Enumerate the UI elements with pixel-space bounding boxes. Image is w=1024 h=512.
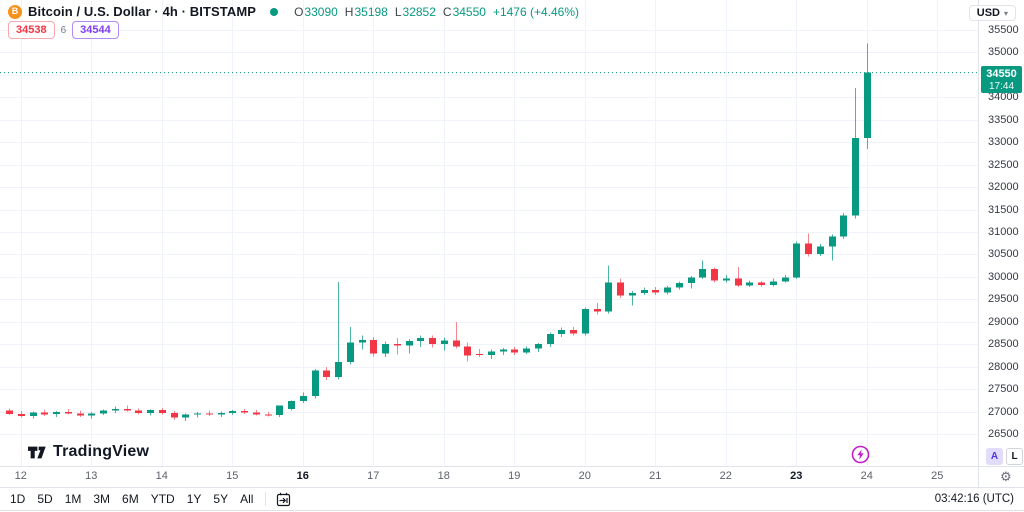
bar-countdown: 17:44 [988, 80, 1015, 92]
go-to-date-button[interactable] [272, 491, 295, 508]
range-button-5y[interactable]: 5Y [213, 492, 229, 506]
ohlc-values: O 33090 H 35198 L 32852 C 34550 +1476 (+4.46… [294, 5, 579, 19]
settings-gear-icon[interactable]: ⚙ [1000, 470, 1012, 485]
session-clock[interactable]: 03:42:16 (UTC) [934, 493, 1014, 505]
range-button-1m[interactable]: 1M [64, 492, 82, 506]
time-tick-label: 20 [578, 470, 591, 482]
price-tick-label: 29500 [988, 293, 1019, 306]
close-label: C [442, 4, 452, 19]
log-scale-button[interactable]: L [1006, 448, 1023, 465]
close-value: 34550 [452, 4, 486, 19]
range-button-6m[interactable]: 6M [122, 492, 139, 506]
market-status-icon[interactable] [270, 7, 279, 16]
currency-dropdown[interactable]: USD ▾ [968, 5, 1016, 21]
calendar-icon [277, 492, 291, 506]
open-label: O [294, 4, 304, 19]
time-tick-label: 16 [296, 470, 309, 482]
toolbar-divider [265, 492, 267, 506]
range-button-3m[interactable]: 3M [93, 492, 111, 506]
symbol-header: B Bitcoin / U.S. Dollar · 4h · BITSTAMP … [8, 4, 579, 19]
open-value: 33090 [304, 4, 338, 19]
range-button-ytd[interactable]: YTD [150, 492, 175, 506]
high-value: 35198 [354, 4, 388, 19]
time-tick-label: 23 [790, 470, 803, 482]
bitcoin-icon: B [8, 4, 22, 19]
scale-buttons: A L [986, 448, 1023, 465]
time-tick-label: 19 [508, 470, 521, 482]
price-tick-label: 34000 [988, 91, 1019, 104]
range-button-5d[interactable]: 5D [37, 492, 53, 506]
price-tick-label: 27000 [988, 405, 1019, 418]
range-button-all[interactable]: All [240, 492, 254, 506]
price-tick-label: 31500 [988, 203, 1019, 216]
bid-ask-row: 34538 6 34544 [8, 21, 119, 39]
time-scale[interactable]: 12 13 14 15 16 17 18 19 20 21 22 23 24 25 [0, 467, 978, 487]
last-price-badge: 34550 17:44 [981, 65, 1022, 93]
price-tick-label: 31000 [988, 226, 1019, 238]
price-tick-label: 33500 [988, 113, 1019, 126]
time-tick-label: 24 [860, 470, 873, 482]
price-scale[interactable]: 34550 17:44 A L 35500 35000 34000 33500 3300… [978, 0, 1024, 487]
price-tick-label: 32000 [988, 181, 1019, 194]
price-tick-label: 28000 [988, 360, 1019, 373]
time-tick-label: 18 [437, 470, 450, 482]
time-tick-label: 12 [14, 470, 27, 482]
time-tick-label: 14 [155, 470, 168, 482]
date-range-buttons: 1D 5D 1M 3M 6M YTD 1Y 5Y All [4, 490, 259, 508]
time-tick-label: 21 [649, 470, 662, 482]
candlestick-chart[interactable] [0, 0, 978, 466]
lightning-icon[interactable] [851, 445, 870, 469]
last-price-value: 34550 [986, 67, 1017, 80]
price-tick-label: 29000 [988, 315, 1019, 328]
bid-price: 34538 [8, 21, 55, 39]
price-tick-label: 30500 [988, 248, 1019, 261]
currency-label: USD [976, 7, 1000, 19]
tradingview-logo-text: TradingView [53, 443, 150, 460]
ask-price: 34544 [72, 21, 119, 39]
price-tick-label: 33000 [988, 136, 1019, 149]
range-button-1d[interactable]: 1D [10, 492, 26, 506]
price-tick-label: 26500 [988, 428, 1019, 440]
time-tick-label: 13 [85, 470, 98, 482]
price-tick-label: 28500 [988, 338, 1019, 351]
high-label: H [344, 4, 354, 19]
price-tick-label: 30000 [988, 270, 1019, 283]
time-tick-label: 15 [226, 470, 239, 482]
change-value: +1476 (+4.46%) [492, 4, 580, 19]
symbol-title[interactable]: Bitcoin / U.S. Dollar · 4h · BITSTAMP [28, 4, 257, 19]
chart-plot-svg [0, 0, 978, 466]
tradingview-logo-icon [28, 446, 46, 458]
price-tick-label: 35500 [988, 24, 1019, 36]
price-tick-label: 27500 [988, 383, 1019, 396]
time-tick-label: 22 [719, 470, 732, 482]
low-label: L [394, 4, 402, 19]
spread-value: 6 [60, 24, 67, 36]
chart-axis-divider [0, 466, 1024, 467]
price-tick-label: 32500 [988, 158, 1019, 171]
time-tick-label: 25 [931, 470, 944, 482]
bottom-toolbar: 1D 5D 1M 3M 6M YTD 1Y 5Y All 03:42:16 (UTC) [0, 487, 1024, 511]
range-button-1y[interactable]: 1Y [186, 492, 202, 506]
low-value: 32852 [402, 4, 436, 19]
time-tick-label: 17 [367, 470, 380, 482]
tradingview-logo[interactable]: TradingView [28, 443, 149, 461]
chevron-down-icon: ▾ [1003, 8, 1008, 18]
price-tick-label: 35000 [988, 46, 1019, 59]
auto-scale-button[interactable]: A [986, 448, 1003, 465]
